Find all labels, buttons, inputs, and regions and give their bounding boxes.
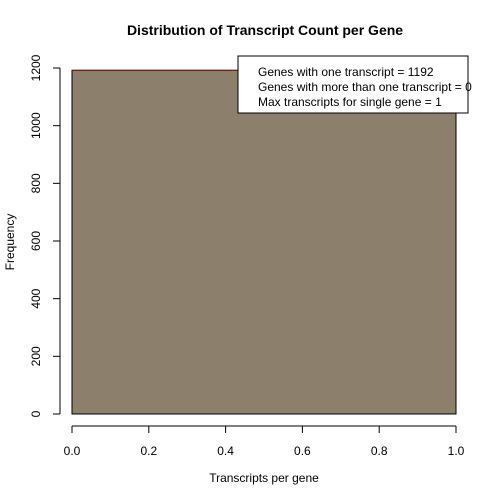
legend-line-more-than-one: Genes with more than one transcript = 0 bbox=[258, 80, 472, 94]
x-axis-label: Transcripts per gene bbox=[209, 471, 319, 485]
legend-box bbox=[237, 55, 469, 114]
x-tick-label-0.2: 0.2 bbox=[140, 444, 157, 458]
x-tick-label-0.4: 0.4 bbox=[217, 444, 234, 458]
y-axis-label: Frequency bbox=[3, 214, 17, 271]
legend: Genes with one transcript = 1192 Genes w… bbox=[237, 55, 472, 114]
y-tick-label-400: 400 bbox=[29, 288, 43, 308]
x-tick-label-0.8: 0.8 bbox=[371, 444, 388, 458]
y-tick-label-1000: 1000 bbox=[29, 112, 43, 139]
y-axis: 0 200 400 600 800 1000 1200 bbox=[29, 54, 61, 417]
x-tick-label-0.6: 0.6 bbox=[294, 444, 311, 458]
y-tick-label-600: 600 bbox=[29, 231, 43, 251]
y-tick-label-200: 200 bbox=[29, 346, 43, 366]
bars-layer bbox=[71, 69, 457, 415]
chart-title: Distribution of Transcript Count per Gen… bbox=[127, 22, 403, 38]
histogram-bar-0 bbox=[71, 69, 457, 415]
x-tick-label-1.0: 1.0 bbox=[448, 444, 465, 458]
x-axis: 0.0 0.2 0.4 0.6 0.8 1.0 bbox=[64, 425, 465, 458]
x-tick-label-0.0: 0.0 bbox=[64, 444, 81, 458]
y-tick-label-800: 800 bbox=[29, 173, 43, 193]
legend-line-max-transcripts: Max transcripts for single gene = 1 bbox=[258, 95, 442, 109]
legend-line-one-transcript: Genes with one transcript = 1192 bbox=[258, 65, 434, 79]
y-tick-label-1200: 1200 bbox=[29, 54, 43, 81]
y-tick-label-0: 0 bbox=[29, 410, 43, 417]
